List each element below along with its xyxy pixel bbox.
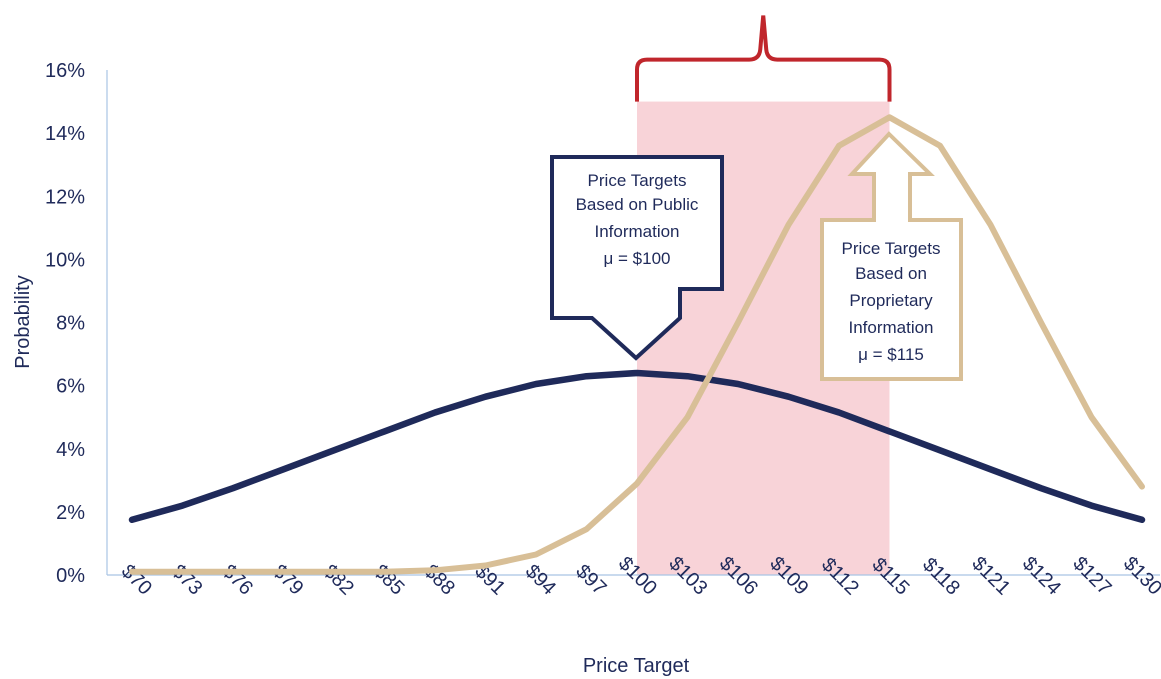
y-axis-title: Probability: [12, 275, 34, 368]
callout-public-line-2: Based on Public: [576, 195, 699, 214]
series-layer: [128, 114, 1146, 575]
y-tick-label: 0%: [56, 565, 85, 587]
x-tick-label: $79: [268, 560, 307, 599]
x-tick-label: $82: [319, 560, 358, 599]
x-tick-label: $118: [918, 554, 964, 600]
series-proprietary-line: [129, 114, 1145, 575]
x-axis-title: Price Target: [583, 655, 690, 677]
y-tick-label: 16%: [45, 60, 85, 82]
highlight-bracket: [635, 15, 892, 102]
y-tick-label: 8%: [56, 313, 85, 335]
x-tick-label: $127: [1068, 553, 1115, 600]
x-tick-label: $70: [117, 560, 156, 599]
x-tick-label: $85: [369, 560, 408, 599]
x-tick-label: $124: [1018, 553, 1065, 600]
series-public-line: [128, 369, 1146, 524]
x-tick-label: $121: [967, 553, 1014, 600]
callout-proprietary-arrow-box: [820, 131, 963, 381]
y-tick-label: 14%: [45, 123, 85, 145]
callout-public-line-3: Information: [594, 222, 679, 241]
y-tick-labels: 0% 2% 4% 6% 8% 10% 12% 14% 16%: [45, 60, 85, 587]
y-tick-label: 6%: [56, 376, 85, 398]
callout-proprietary-line-5: μ = $115: [858, 345, 924, 364]
callout-proprietary-info: Price Targets Based on Proprietary Infor…: [820, 131, 963, 381]
x-tick-label: $73: [167, 560, 206, 599]
x-tick-label: $130: [1119, 553, 1161, 600]
callout-public-info: Price Targets Based on Public Informatio…: [550, 155, 724, 361]
y-tick-label: 4%: [56, 439, 85, 461]
callout-public-line-1: Price Targets: [588, 171, 687, 190]
callout-proprietary-line-2: Based on: [855, 264, 927, 283]
axes: [106, 70, 1160, 576]
x-tick-label: $76: [218, 560, 257, 599]
callout-public-arrow-box: [550, 155, 724, 361]
callout-proprietary-line-3: Proprietary: [849, 291, 933, 310]
x-tick-label: $97: [571, 560, 610, 599]
callout-proprietary-line-1: Price Targets: [842, 239, 941, 258]
y-tick-label: 2%: [56, 502, 85, 524]
x-tick-label: $94: [521, 560, 560, 599]
callout-public-line-4: μ = $100: [604, 249, 671, 268]
y-tick-label: 10%: [45, 249, 85, 271]
callout-proprietary-line-4: Information: [848, 318, 933, 337]
y-tick-label: 12%: [45, 186, 85, 208]
